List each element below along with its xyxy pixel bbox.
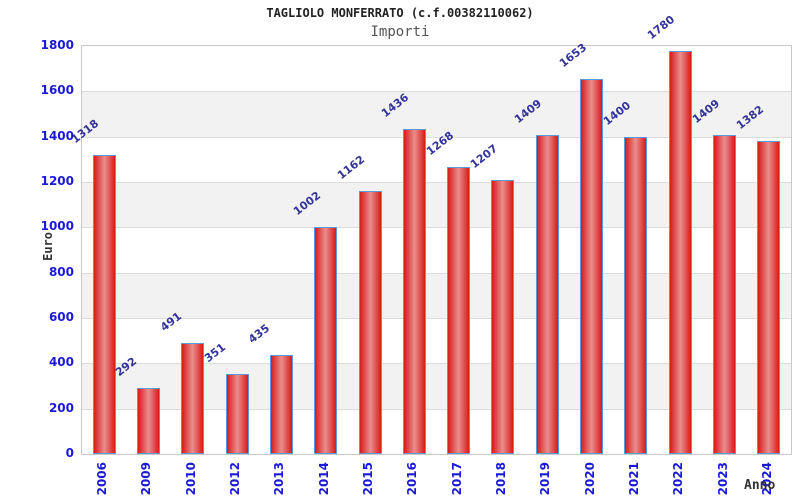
gridline bbox=[82, 318, 791, 319]
y-axis-title: Euro bbox=[41, 232, 55, 261]
gridline bbox=[82, 182, 791, 183]
x-tick-label: 2021 bbox=[626, 462, 641, 496]
y-tick-label: 1400 bbox=[40, 128, 74, 143]
x-tick-label: 2023 bbox=[715, 462, 730, 496]
y-tick-label: 0 bbox=[65, 446, 74, 460]
bar bbox=[713, 134, 737, 454]
x-tick-label: 2014 bbox=[316, 462, 331, 496]
gridline bbox=[82, 408, 791, 410]
y-tick-label: 800 bbox=[48, 264, 74, 279]
x-tick-label: 2020 bbox=[582, 462, 597, 496]
bar bbox=[668, 50, 692, 454]
y-tick-label: 400 bbox=[48, 355, 74, 370]
bar bbox=[181, 342, 205, 454]
y-tick-label: 200 bbox=[48, 400, 74, 415]
bar bbox=[624, 136, 648, 454]
y-tick-label: 1600 bbox=[40, 83, 74, 98]
x-tick-label: 2022 bbox=[671, 462, 686, 496]
x-tick-label: 2018 bbox=[493, 462, 508, 496]
bar bbox=[535, 134, 559, 454]
x-axis-title: Anno bbox=[744, 478, 776, 493]
gridline bbox=[82, 227, 791, 229]
gridline bbox=[82, 91, 791, 93]
x-tick-label: 2013 bbox=[272, 462, 287, 496]
bar bbox=[491, 180, 515, 454]
gridline bbox=[82, 136, 791, 138]
bar bbox=[402, 128, 426, 454]
bar bbox=[314, 226, 338, 454]
y-tick-label: 1000 bbox=[40, 219, 74, 234]
gridline bbox=[82, 272, 791, 274]
x-tick-label: 2017 bbox=[449, 462, 464, 496]
bar bbox=[269, 355, 293, 454]
bar bbox=[92, 155, 116, 454]
x-tick-label: 2006 bbox=[95, 462, 110, 496]
y-tick-label: 600 bbox=[48, 310, 74, 324]
gridline bbox=[82, 363, 791, 365]
plot-area bbox=[81, 45, 792, 455]
bar bbox=[580, 79, 604, 454]
x-tick-label: 2015 bbox=[361, 462, 376, 496]
x-tick-label: 2016 bbox=[405, 462, 420, 496]
bar bbox=[358, 190, 382, 454]
y-tick-label: 1200 bbox=[40, 174, 74, 188]
x-tick-label: 2009 bbox=[139, 462, 154, 496]
chart-title: TAGLIOLO MONFERRATO (c.f.00382110062) bbox=[266, 6, 534, 20]
bar bbox=[136, 387, 160, 454]
x-tick-label: 2019 bbox=[538, 462, 553, 496]
x-tick-label: 2010 bbox=[183, 462, 198, 496]
bar bbox=[225, 374, 249, 454]
chart-subtitle: Importi bbox=[370, 24, 430, 40]
y-tick-label: 1800 bbox=[40, 38, 74, 52]
bar bbox=[447, 166, 471, 454]
x-tick-label: 2012 bbox=[228, 462, 243, 496]
bar bbox=[757, 140, 781, 454]
